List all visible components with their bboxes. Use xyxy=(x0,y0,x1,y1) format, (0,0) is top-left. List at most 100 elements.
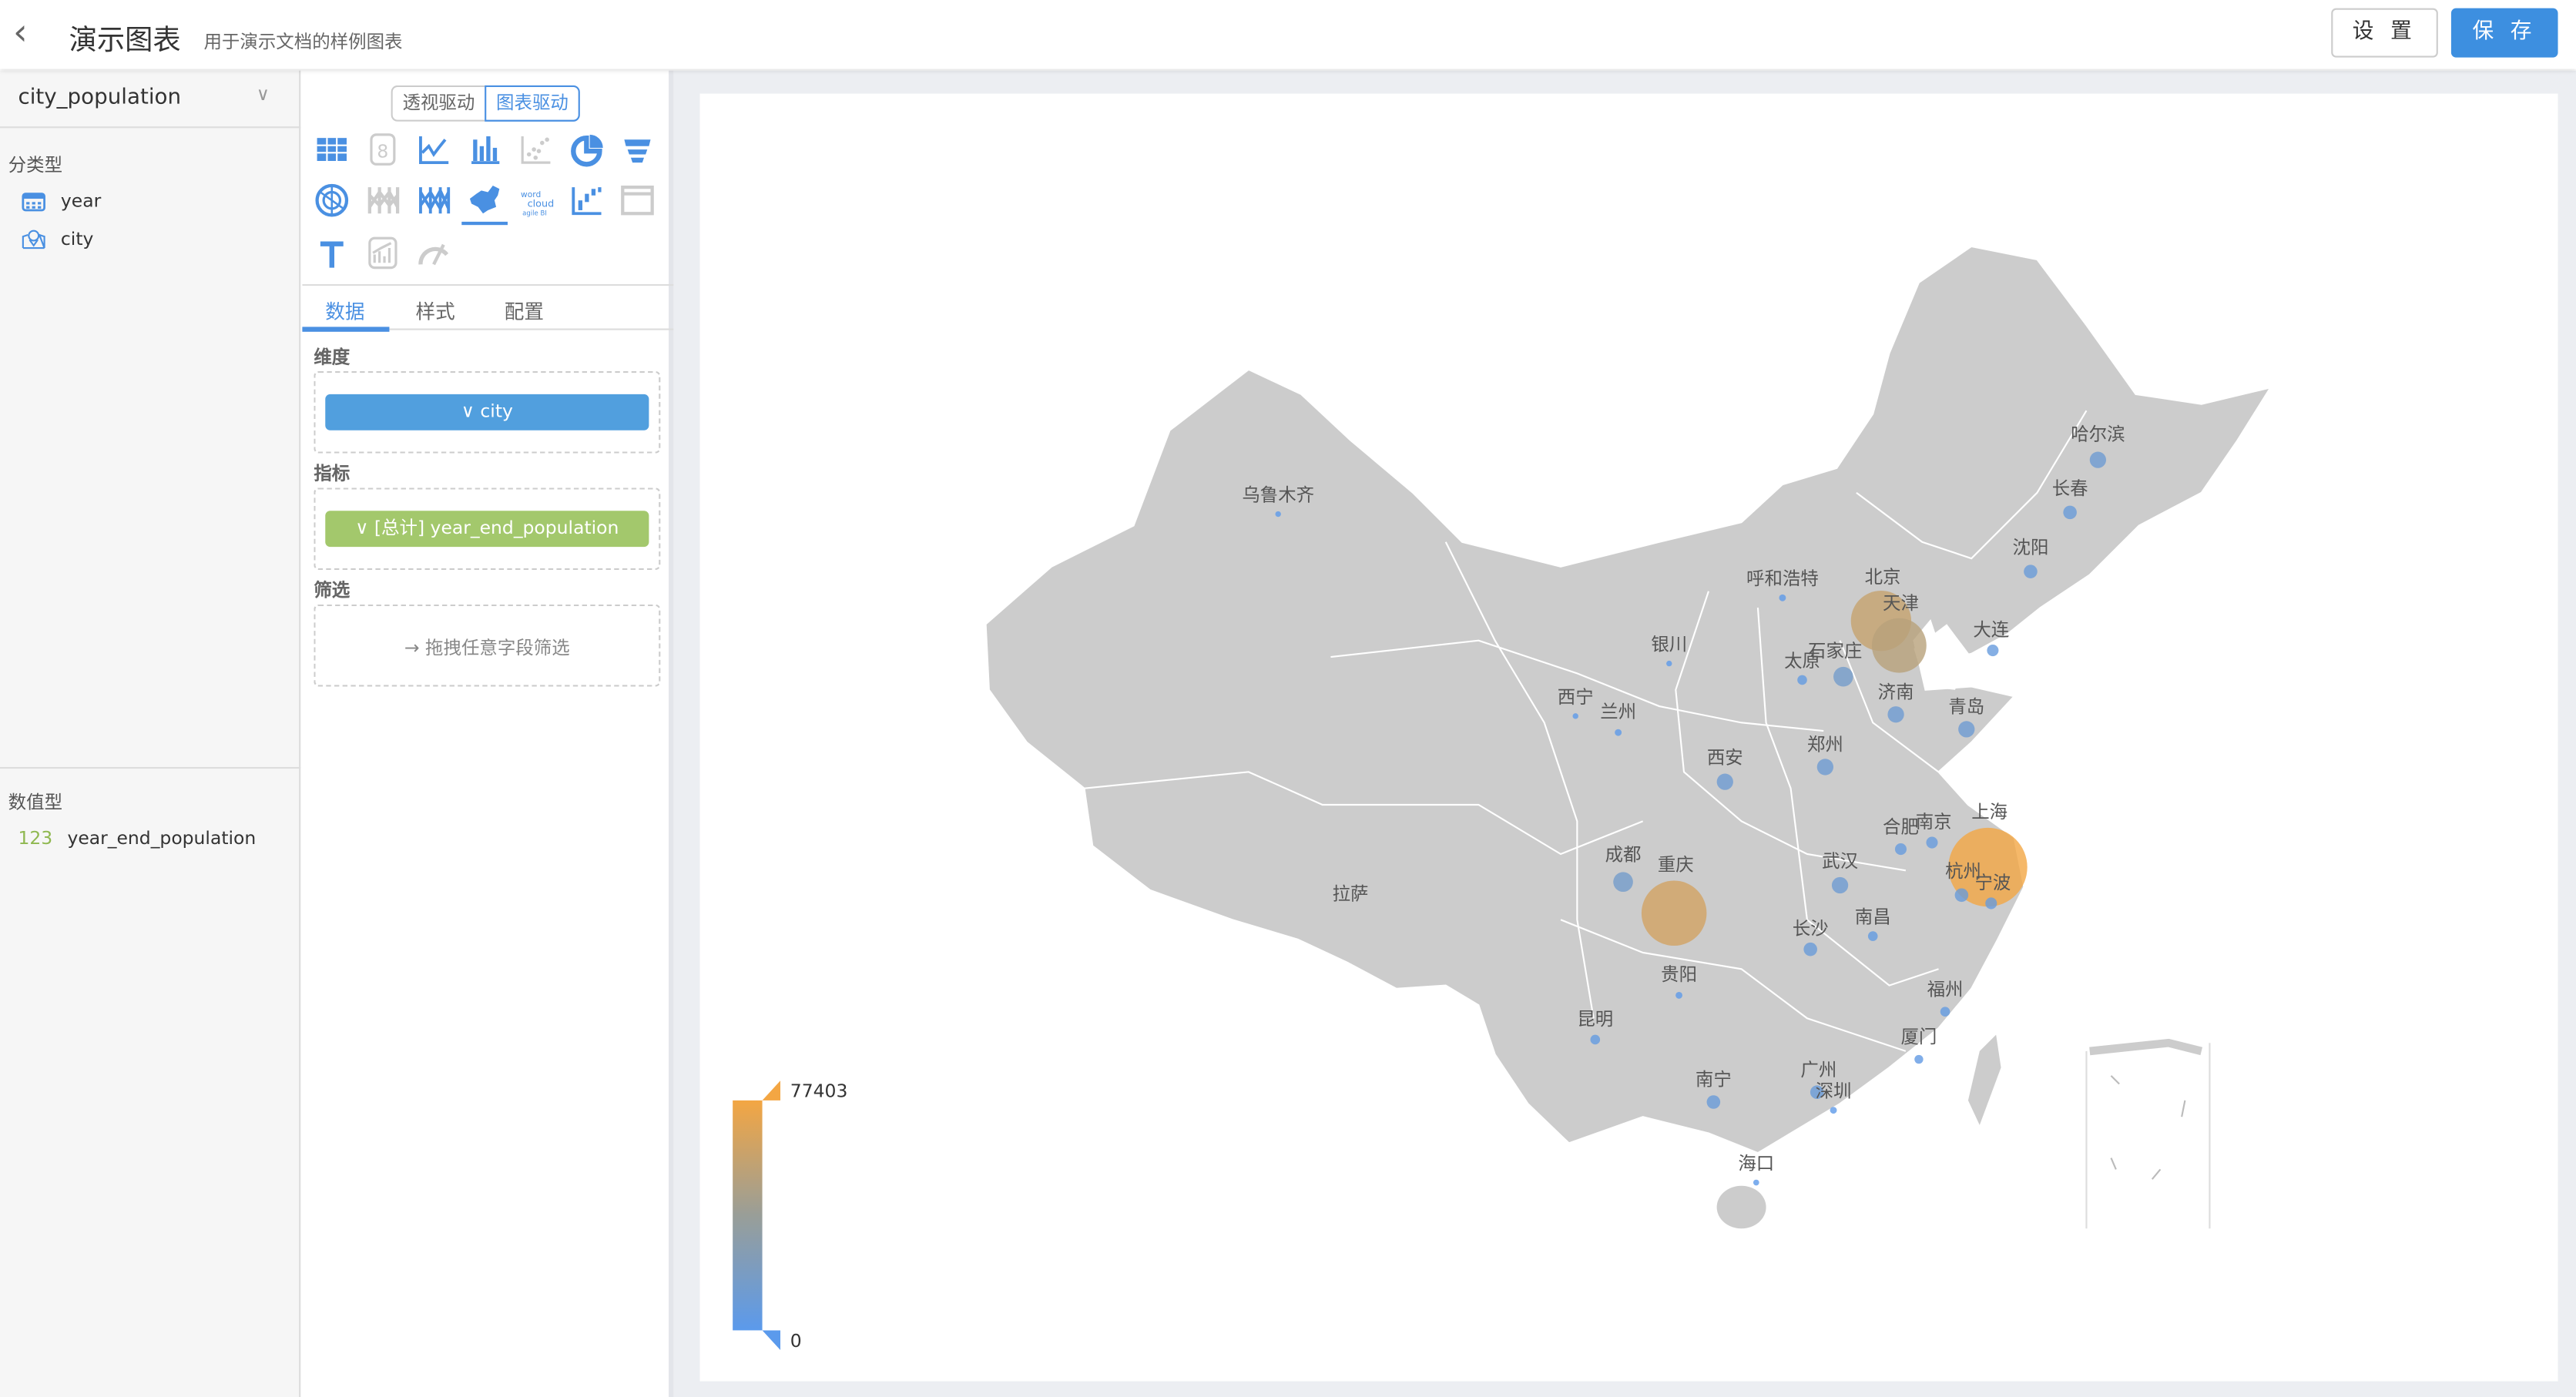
chart-type-bar-icon[interactable] xyxy=(467,132,503,168)
city-label: 贵阳 xyxy=(1661,963,1697,985)
chart-card: 上海 重庆 北京 天津 成都 石家庄 西安 郑州 武汉 济南 青岛 哈尔滨 长春 沈阳 大连 南宁 广州 杭州 长沙… xyxy=(699,93,2558,1382)
mode-pivot-driven[interactable]: 透视驱动 xyxy=(391,85,485,122)
chart-type-scatter-icon[interactable] xyxy=(518,132,554,168)
city-marker[interactable] xyxy=(1954,888,1969,903)
chart-type-dual-axis-icon[interactable] xyxy=(364,235,401,271)
visual-map-legend[interactable]: 77403 0 xyxy=(733,1080,847,1352)
city-label: 广州 xyxy=(1800,1059,1836,1080)
city-marker[interactable] xyxy=(1958,721,1975,738)
chart-type-waterfall-icon[interactable] xyxy=(569,183,605,219)
chart-type-iframe-icon[interactable] xyxy=(619,183,656,219)
calendar-icon xyxy=(22,193,45,212)
config-tabs: 数据 样式 配置 xyxy=(302,283,674,332)
metric-dropzone[interactable]: ∨ [总计] year_end_population xyxy=(314,487,661,571)
city-marker[interactable] xyxy=(1666,660,1672,667)
mode-chart-driven[interactable]: 图表驱动 xyxy=(485,85,580,122)
china-mainland[interactable] xyxy=(984,245,2272,1154)
city-marker[interactable] xyxy=(1894,843,1907,856)
city-marker[interactable] xyxy=(1867,931,1878,941)
hainan[interactable] xyxy=(1716,1185,1766,1229)
tab-config[interactable]: 配置 xyxy=(504,300,544,324)
city-marker[interactable] xyxy=(1753,1179,1759,1186)
chart-type-gauge-icon[interactable] xyxy=(416,235,452,271)
city-marker[interactable] xyxy=(1706,1095,1721,1109)
visual-map-max-handle[interactable] xyxy=(762,1080,781,1101)
filter-dropzone[interactable]: → 拖拽任意字段筛选 xyxy=(314,604,661,687)
city-label: 重庆 xyxy=(1658,853,1694,875)
city-marker[interactable] xyxy=(1948,827,2028,907)
chart-type-funnel-icon[interactable] xyxy=(619,132,656,168)
city-label: 呼和浩特 xyxy=(1746,568,1819,589)
chart-type-text-icon[interactable] xyxy=(314,235,350,271)
chevron-down-icon: ∨ xyxy=(461,400,481,423)
city-marker[interactable] xyxy=(1572,713,1578,719)
city-marker[interactable] xyxy=(1914,1054,1924,1064)
city-label: 天津 xyxy=(1883,592,1919,614)
city-marker[interactable] xyxy=(1940,1007,1950,1017)
tab-data[interactable]: 数据 xyxy=(325,300,365,324)
tab-style[interactable]: 样式 xyxy=(415,300,455,324)
chart-type-table-icon[interactable] xyxy=(314,132,350,168)
city-label: 乌鲁木齐 xyxy=(1242,484,1314,505)
chevron-left-icon[interactable]: ‹ xyxy=(13,13,28,55)
field-year[interactable]: year xyxy=(22,190,101,212)
chart-type-line-icon[interactable] xyxy=(416,132,452,168)
city-marker[interactable] xyxy=(1803,942,1817,956)
visual-map-bar[interactable] xyxy=(733,1100,763,1331)
dimension-dropzone[interactable]: ∨ city xyxy=(314,370,661,454)
city-label: 南昌 xyxy=(1855,906,1891,928)
city-label: 长春 xyxy=(2052,477,2088,499)
city-marker[interactable] xyxy=(1613,872,1633,893)
chevron-down-icon: ∨ xyxy=(355,517,374,539)
city-label: 北京 xyxy=(1865,566,1901,588)
city-marker[interactable] xyxy=(1830,1107,1837,1114)
chart-type-wordcloud-icon[interactable]: word cloud agile BI xyxy=(518,183,554,219)
map-pin-icon xyxy=(22,229,45,250)
city-marker[interactable] xyxy=(1833,666,1853,687)
city-label: 海口 xyxy=(1738,1152,1774,1174)
city-marker[interactable] xyxy=(1675,991,1683,999)
dimension-pill-label: city xyxy=(480,400,513,423)
city-marker[interactable] xyxy=(1831,876,1849,894)
chart-type-radar-icon[interactable] xyxy=(314,183,350,219)
city-label: 南京 xyxy=(1916,811,1952,833)
city-marker[interactable] xyxy=(1590,1034,1601,1045)
city-marker[interactable] xyxy=(1985,897,1997,910)
city-marker[interactable] xyxy=(2024,564,2038,578)
province-borders xyxy=(1084,410,2088,1052)
header: ‹ 演示图表 用于演示文档的样例图表 设 置 保 存 xyxy=(0,0,2576,69)
city-marker[interactable] xyxy=(1641,880,1707,946)
city-marker[interactable] xyxy=(1871,618,1927,673)
city-marker[interactable] xyxy=(1887,706,1904,723)
city-marker[interactable] xyxy=(1275,511,1281,518)
chart-type-sankey-icon[interactable] xyxy=(416,183,452,219)
city-marker[interactable] xyxy=(2063,505,2077,520)
save-button[interactable]: 保 存 xyxy=(2450,8,2558,58)
chart-type-pie-icon[interactable] xyxy=(569,132,605,168)
field-city[interactable]: city xyxy=(22,228,93,250)
dataset-select[interactable]: city_population ∨ xyxy=(0,71,301,129)
visual-map-min-handle[interactable] xyxy=(762,1330,781,1351)
city-marker[interactable] xyxy=(1816,759,1834,776)
city-marker[interactable] xyxy=(1779,594,1786,601)
city-label: 厦门 xyxy=(1900,1026,1937,1047)
chart-type-china-map-icon[interactable] xyxy=(461,183,508,226)
chart-type-number-card-icon[interactable]: 8 xyxy=(364,132,401,168)
city-marker[interactable] xyxy=(1926,836,1938,849)
city-label: 合肥 xyxy=(1883,816,1919,837)
dimension-pill[interactable]: ∨ city xyxy=(325,394,649,430)
city-marker[interactable] xyxy=(2089,451,2107,468)
city-label: 上海 xyxy=(1971,801,2007,822)
metric-pill[interactable]: ∨ [总计] year_end_population xyxy=(325,511,649,548)
taiwan[interactable] xyxy=(1967,1034,2001,1125)
city-marker[interactable] xyxy=(1797,675,1807,685)
city-marker[interactable] xyxy=(1987,644,1999,657)
city-marker[interactable] xyxy=(1716,773,1733,790)
city-marker[interactable] xyxy=(1615,729,1622,736)
field-year-end-population[interactable]: 123 year_end_population xyxy=(18,828,256,849)
settings-button[interactable]: 设 置 xyxy=(2331,8,2438,58)
city-marker[interactable] xyxy=(1810,1085,1824,1099)
city-label: 长沙 xyxy=(1793,917,1829,939)
city-label: 沈阳 xyxy=(2013,537,2049,558)
chart-type-parallel-icon[interactable] xyxy=(364,183,401,219)
